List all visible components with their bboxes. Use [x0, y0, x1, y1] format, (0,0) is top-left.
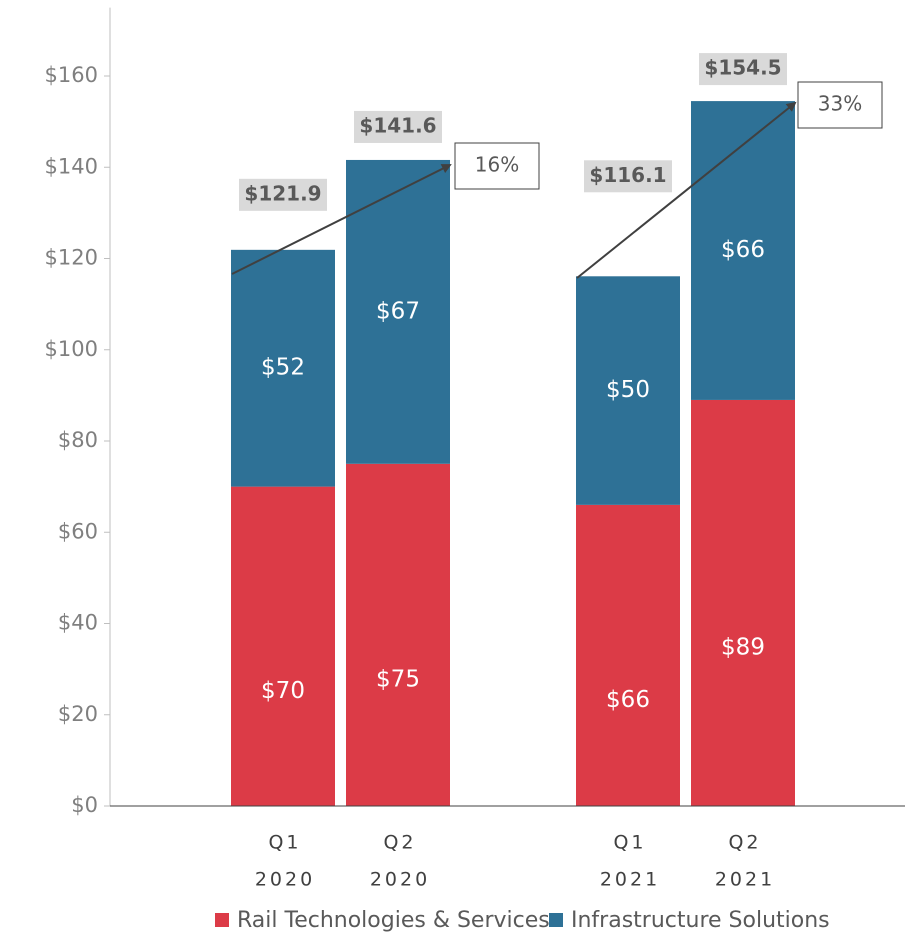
legend-label: Infrastructure Solutions	[571, 908, 830, 933]
growth-box	[797, 81, 883, 129]
total-label-bg	[239, 178, 327, 211]
bar-label: $66	[721, 237, 765, 263]
total-label-bg	[584, 160, 672, 193]
legend-swatch	[215, 913, 229, 927]
total-label: $121.9	[244, 181, 321, 205]
x-tick-label: Q1	[613, 832, 646, 854]
bar-label: $89	[721, 634, 765, 660]
growth-arrow	[231, 164, 452, 275]
y-tick-label: $40	[58, 611, 98, 635]
y-tick-label: $0	[71, 793, 98, 817]
bar-label: $52	[261, 355, 305, 381]
bar-label: $67	[376, 298, 420, 324]
total-label: $154.5	[704, 56, 781, 80]
bar-segment	[231, 249, 335, 487]
bar-label: $70	[261, 678, 305, 704]
y-tick-label: $160	[45, 63, 98, 87]
bar-label: $66	[606, 687, 650, 713]
growth-label: 33%	[818, 92, 862, 116]
x-tick-label: 2021	[600, 869, 660, 891]
legend-label: Rail Technologies & Services	[237, 908, 550, 933]
growth-label: 16%	[475, 153, 519, 177]
y-tick-label: $60	[58, 519, 98, 543]
bar-segment	[691, 399, 795, 806]
bar-label: $50	[606, 377, 650, 403]
bar-segment	[576, 276, 680, 505]
total-label-bg	[699, 53, 787, 86]
bar-segment	[346, 463, 450, 806]
x-tick-label: Q2	[383, 832, 416, 854]
bar-segment	[691, 101, 795, 400]
x-tick-label: 2021	[715, 869, 775, 891]
growth-box	[454, 142, 540, 190]
y-tick-label: $120	[45, 246, 98, 270]
legend-swatch	[549, 913, 563, 927]
bar-label: $75	[376, 666, 420, 692]
x-tick-label: 2020	[370, 869, 430, 891]
x-tick-label: Q1	[268, 832, 301, 854]
y-tick-label: $100	[45, 337, 98, 361]
bar-segment	[576, 504, 680, 806]
total-label: $116.1	[589, 163, 666, 187]
bar-segment	[346, 159, 450, 464]
x-tick-label: 2020	[255, 869, 315, 891]
x-tick-label: Q2	[728, 832, 761, 854]
total-label: $141.6	[359, 113, 436, 137]
bar-segment	[231, 486, 335, 806]
y-tick-label: $140	[45, 154, 98, 178]
y-tick-label: $80	[58, 428, 98, 452]
total-label-bg	[354, 110, 442, 143]
y-tick-label: $20	[58, 702, 98, 726]
growth-arrow	[576, 101, 797, 279]
